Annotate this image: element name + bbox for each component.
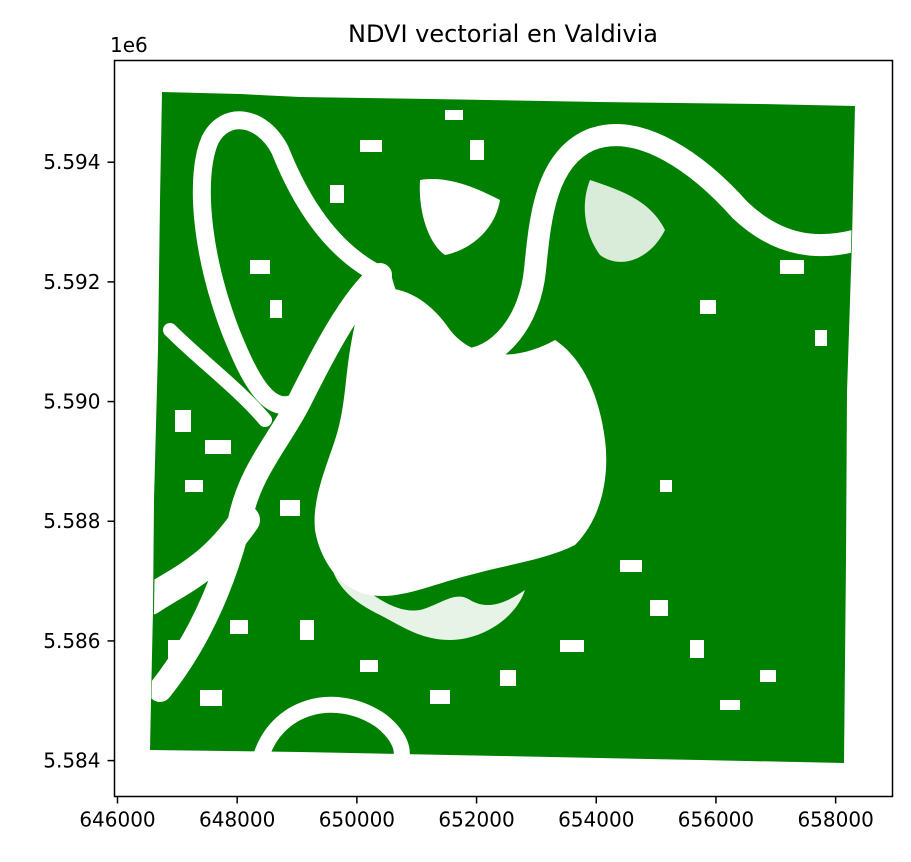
x-tick-label: 650000 (319, 808, 395, 832)
y-axis: 5.584 5.586 5.588 5.590 5.592 5.594 (43, 150, 115, 773)
y-tick-label: 5.588 (43, 509, 100, 533)
x-tick-label: 654000 (558, 808, 634, 832)
river-valdivia (150, 263, 392, 702)
cleared-northeast (584, 180, 665, 262)
axes-frame (113, 59, 894, 798)
river-cruces (163, 323, 272, 427)
x-tick-label: 656000 (678, 808, 754, 832)
urban-area-south (330, 560, 525, 640)
y-tick-label: 5.592 (43, 270, 100, 294)
non-vegetation-areas (150, 110, 855, 763)
x-tick-label: 646000 (79, 808, 155, 832)
plot-area (113, 59, 894, 798)
y-tick-label: 5.584 (43, 749, 100, 773)
river-lower-west (150, 505, 260, 615)
river-cau-cau (192, 111, 389, 415)
urban-area-north (419, 179, 500, 255)
urban-area (314, 288, 607, 596)
y-offset-label: 1e6 (110, 33, 148, 57)
y-tick-label: 5.586 (43, 629, 100, 653)
x-tick-label: 648000 (199, 808, 275, 832)
x-tick-label: 652000 (438, 808, 514, 832)
x-tick-label: 658000 (797, 808, 873, 832)
river-bottom-loop (252, 696, 410, 763)
x-axis: 646000 648000 650000 652000 654000 656000 6580… (79, 796, 874, 832)
clearings (168, 110, 827, 710)
chart-title: NDVI vectorial en Valdivia (348, 20, 658, 48)
y-tick-label: 5.590 (43, 390, 100, 414)
y-tick-label: 5.594 (43, 150, 100, 174)
